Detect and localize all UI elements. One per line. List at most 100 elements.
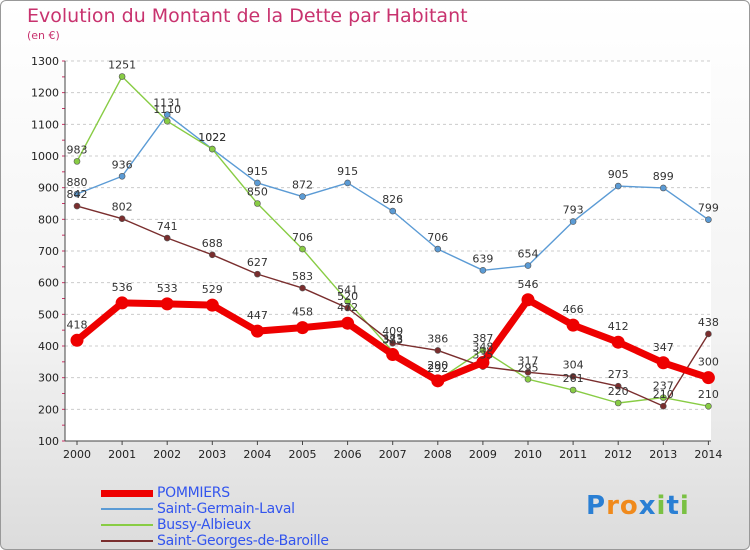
data-label: 466 <box>563 303 584 316</box>
data-label: 915 <box>337 165 358 178</box>
legend: POMMIERS Saint-Germain-Laval Bussy-Albieux… <box>101 485 329 549</box>
data-label: 304 <box>563 358 584 371</box>
series-point-3 <box>299 284 306 292</box>
data-label: 529 <box>202 283 223 296</box>
data-label: 1022 <box>198 131 226 144</box>
data-label: 290 <box>427 359 448 372</box>
data-label: 210 <box>653 388 674 401</box>
series-point-3 <box>209 251 216 259</box>
data-label: 706 <box>427 231 448 244</box>
legend-swatch <box>101 489 153 497</box>
data-label: 237 <box>653 380 674 393</box>
legend-swatch <box>101 540 153 542</box>
data-label: 799 <box>698 202 719 215</box>
data-label: 210 <box>698 388 719 401</box>
series-point-2 <box>118 73 126 80</box>
series-point-0 <box>250 324 264 338</box>
series-point-0 <box>70 333 84 347</box>
data-label: 1131 <box>153 97 181 110</box>
x-tick-label: 2003 <box>198 448 226 461</box>
series-point-1 <box>344 179 351 187</box>
series-point-2 <box>614 399 622 407</box>
data-label: 915 <box>247 165 268 178</box>
y-tick-label: 900 <box>38 182 59 195</box>
data-label: 793 <box>563 204 584 217</box>
x-tick-label: 2014 <box>694 448 722 461</box>
y-tick-label: 500 <box>38 308 59 321</box>
data-label: 1022 <box>198 131 226 144</box>
series-point-1 <box>569 218 577 225</box>
y-tick-label: 1000 <box>31 150 59 163</box>
series-point-2 <box>569 386 577 394</box>
data-label: 295 <box>518 361 539 374</box>
series-point-1 <box>434 245 442 253</box>
legend-swatch <box>101 508 153 510</box>
series-point-3 <box>569 373 577 380</box>
series-point-0 <box>476 355 490 369</box>
data-label: 472 <box>337 301 358 314</box>
legend-item: POMMIERS <box>101 485 329 501</box>
legend-label: Saint-Germain-Laval <box>157 501 295 517</box>
data-label: 418 <box>67 318 88 331</box>
data-label: 802 <box>112 201 133 214</box>
chart-title: Evolution du Montant de la Dette par Hab… <box>27 5 468 27</box>
data-label: 220 <box>608 385 629 398</box>
data-label: 541 <box>337 283 358 296</box>
x-tick-label: 2004 <box>243 448 271 461</box>
legend-swatch <box>101 524 153 526</box>
data-label: 347 <box>653 341 674 354</box>
data-label: 317 <box>518 354 539 367</box>
legend-label: POMMIERS <box>157 485 230 501</box>
legend-item: Bussy-Albieux <box>101 517 329 533</box>
y-tick-label: 1100 <box>31 118 59 131</box>
data-label: 546 <box>518 278 539 291</box>
series-point-2 <box>254 200 261 207</box>
logo-letter: x <box>638 491 657 521</box>
data-label: 387 <box>472 332 493 345</box>
series-point-1 <box>254 179 261 187</box>
series-point-3 <box>73 202 81 210</box>
data-label: 386 <box>427 332 448 345</box>
series-point-1 <box>614 182 622 190</box>
series-point-1 <box>705 216 712 223</box>
data-label: 706 <box>292 231 313 244</box>
series-point-3 <box>389 339 397 347</box>
series-point-2 <box>659 394 667 401</box>
legend-item: Saint-Germain-Laval <box>101 501 329 517</box>
series-point-0 <box>205 298 219 312</box>
data-label: 533 <box>157 282 178 295</box>
series-point-0 <box>656 356 670 370</box>
series-point-2 <box>344 298 351 305</box>
data-label: 983 <box>67 143 88 156</box>
data-label: 300 <box>698 356 719 369</box>
series-point-3 <box>524 368 532 376</box>
series-point-1 <box>389 207 397 215</box>
y-tick-label: 700 <box>38 245 59 258</box>
series-point-2 <box>479 346 487 354</box>
data-label: 850 <box>247 186 268 199</box>
series-point-3 <box>659 402 667 410</box>
series-point-1 <box>524 262 532 269</box>
series-point-3 <box>163 234 171 242</box>
data-label: 292 <box>427 362 448 375</box>
data-label: 639 <box>472 252 493 265</box>
x-tick-label: 2009 <box>469 448 497 461</box>
logo-letter: o <box>619 491 639 521</box>
data-label: 627 <box>247 256 268 269</box>
y-tick-label: 200 <box>38 403 59 416</box>
series-point-0 <box>431 374 445 388</box>
series-point-0 <box>341 316 355 330</box>
series-point-2 <box>524 375 532 383</box>
series-point-3 <box>614 382 622 390</box>
series-point-3 <box>434 347 442 354</box>
x-tick-label: 2002 <box>153 448 181 461</box>
data-label: 899 <box>653 170 674 183</box>
data-label: 409 <box>382 325 403 338</box>
series-point-3 <box>705 330 712 338</box>
y-tick-label: 400 <box>38 340 59 353</box>
series-point-2 <box>163 117 171 125</box>
series-point-0 <box>611 335 625 349</box>
data-label: 536 <box>112 281 133 294</box>
logo-letter: r <box>606 491 620 521</box>
